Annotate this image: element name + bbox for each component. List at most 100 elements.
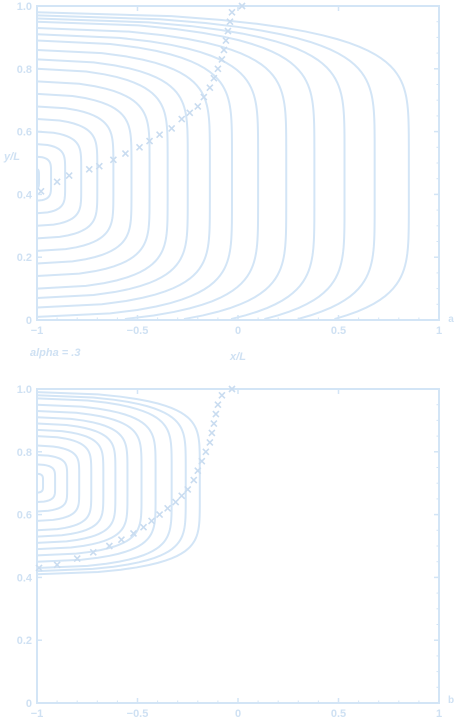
- panel-letter-a: a: [448, 314, 454, 325]
- streamline-10: [36, 403, 157, 563]
- streamline-4: [36, 130, 83, 227]
- marker-20: [220, 46, 228, 54]
- marker-3: [73, 554, 81, 563]
- marker-25: [238, 2, 246, 10]
- marker-12: [172, 498, 180, 506]
- streamline-7: [36, 422, 117, 544]
- x-tick-label: −1: [31, 325, 44, 337]
- marker-8: [139, 523, 148, 531]
- streamline-6: [36, 428, 105, 538]
- marker-21: [222, 36, 230, 45]
- y-tick-label: 0: [26, 315, 32, 327]
- streamline-10: [36, 58, 189, 300]
- y-tick-label: 0.4: [17, 572, 33, 584]
- marker-13: [178, 492, 186, 500]
- streamline-16: [36, 17, 346, 321]
- streamline-11: [36, 397, 173, 569]
- marker-19: [218, 55, 226, 63]
- marker-16: [194, 467, 202, 475]
- marker-22: [224, 27, 232, 35]
- y-tick-label: 0.4: [17, 189, 33, 201]
- y-tick-label: 1.0: [17, 1, 32, 13]
- streamline-3: [36, 453, 69, 513]
- streamline-11: [36, 48, 211, 309]
- marker-14: [184, 485, 192, 494]
- marker-5: [95, 162, 103, 170]
- marker-15: [200, 93, 208, 101]
- marker-11: [168, 124, 176, 133]
- x-tick-label: 0: [235, 325, 241, 337]
- x-tick-label: −0.5: [127, 708, 149, 720]
- streamline-2: [36, 463, 57, 504]
- streamline-15: [36, 20, 316, 321]
- y-tick-label: 0.2: [17, 252, 32, 264]
- streamline-9: [36, 409, 143, 557]
- marker-1: [35, 564, 43, 572]
- marker-23: [214, 401, 222, 409]
- marker-7: [121, 150, 130, 158]
- plot-frame: [36, 388, 440, 704]
- y-axis-label: y/L: [3, 151, 20, 163]
- streamline-6: [36, 105, 115, 252]
- marker-17: [198, 457, 206, 465]
- x-tick-label: 1: [436, 325, 442, 337]
- marker-19: [206, 438, 214, 446]
- streamline-8: [36, 416, 129, 551]
- marker-3: [65, 171, 73, 180]
- x-tick-label: −0.5: [127, 325, 149, 337]
- marker-18: [202, 448, 210, 456]
- marker-7: [129, 529, 138, 538]
- y-tick-label: 0.8: [17, 447, 32, 459]
- marker-24: [228, 8, 236, 16]
- marker-21: [210, 419, 218, 428]
- streamline-group: [36, 11, 410, 321]
- x-tick-label: 1: [436, 708, 442, 720]
- marker-12: [178, 115, 186, 123]
- marker-25: [228, 385, 236, 393]
- panel-b: −1 −0.5 0 0.5 1 0 0.2 0.4 0.6 0.8 1.0 b: [17, 384, 454, 720]
- streamline-13: [36, 33, 260, 321]
- y-tick-label: 0.8: [17, 64, 32, 76]
- marker-9: [145, 137, 154, 145]
- marker-6: [117, 536, 125, 544]
- x-tick-label: 0.5: [331, 325, 346, 337]
- marker-10: [156, 131, 164, 139]
- marker-14: [194, 102, 202, 111]
- streamline-13: [36, 391, 201, 576]
- streamline-17: [36, 14, 376, 321]
- marker-group: [37, 2, 246, 195]
- x-tick-label: 0: [235, 708, 241, 720]
- streamline-4: [36, 444, 81, 522]
- streamline-12: [36, 39, 233, 318]
- marker-2: [53, 178, 61, 186]
- y-tick-label: 1.0: [17, 384, 32, 396]
- marker-24: [218, 391, 226, 399]
- marker-20: [208, 429, 216, 437]
- marker-9: [148, 517, 156, 525]
- streamline-group: [36, 391, 201, 576]
- marker-4: [89, 548, 97, 556]
- marker-2: [53, 561, 61, 569]
- marker-group: [35, 385, 236, 572]
- x-tick-label: 0.5: [331, 708, 346, 720]
- marker-8: [135, 143, 144, 151]
- tick-group: −1 −0.5 0 0.5 1 0 0.2 0.4 0.6 0.8 1.0: [17, 1, 442, 337]
- streamline-5: [36, 435, 93, 532]
- streamline-1: [36, 168, 41, 190]
- streamline-2: [36, 155, 53, 202]
- panel-letter-b: b: [448, 695, 454, 706]
- alpha-annotation: alpha = .3: [30, 347, 80, 359]
- x-tick-label: −1: [31, 708, 44, 720]
- streamline-14: [36, 26, 288, 321]
- streamline-5: [36, 118, 99, 240]
- x-axis-label: x/L: [229, 351, 246, 363]
- panel-a: −1 −0.5 0 0.5 1 0 0.2 0.4 0.6 0.8 1.0 x/L y/L alph…: [3, 1, 454, 363]
- marker-23: [226, 18, 234, 26]
- marker-1: [37, 187, 45, 195]
- marker-4: [85, 165, 93, 173]
- marker-11: [164, 504, 172, 512]
- y-tick-label: 0.2: [17, 635, 32, 647]
- marker-22: [212, 410, 220, 418]
- streamline-8: [36, 80, 151, 278]
